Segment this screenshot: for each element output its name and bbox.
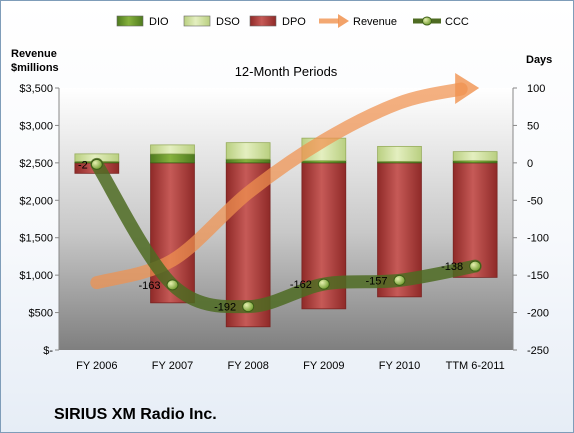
- left-axis-tick-label: $1,500: [19, 233, 53, 245]
- ccc-marker: [393, 274, 406, 286]
- ccc-marker: [242, 301, 255, 313]
- ccc-data-label: -138: [441, 261, 463, 273]
- x-tick-label: FY 2010: [379, 360, 420, 372]
- right-axis-tick-label: 50: [527, 120, 539, 132]
- legend-label: CCC: [445, 16, 469, 28]
- x-tick-label: FY 2008: [227, 360, 268, 372]
- legend-label: DPO: [282, 16, 306, 28]
- revenue-series: [90, 73, 480, 290]
- x-tick-label: FY 2009: [303, 360, 344, 372]
- right-axis-tick-label: -50: [527, 195, 543, 207]
- x-axis: FY 2006 FY 2007 FY 2008 FY 2009 FY 2010 TTM 6…: [76, 360, 505, 372]
- ccc-marker: [166, 279, 179, 291]
- ccc-marker: [469, 260, 482, 272]
- left-axis-tick-label: $1,000: [19, 270, 53, 282]
- right-axis: -250 -200 -150 -100 -50 0 50 100: [512, 83, 549, 357]
- left-axis-tick-label: $3,000: [19, 120, 53, 132]
- bar-dso: [377, 145, 422, 162]
- left-axis: $- $500 $1,000 $1,500 $2,000 $2,500 $3,000 $3,5…: [19, 83, 60, 357]
- right-axis-tick-label: 100: [527, 83, 545, 95]
- left-axis-tick-label: $-: [43, 345, 53, 357]
- right-axis-tick-label: -100: [527, 233, 549, 245]
- ccc-data-label: -2: [78, 159, 88, 171]
- x-tick-label: TTM 6-2011: [446, 360, 505, 372]
- right-axis-tick-label: -200: [527, 308, 549, 320]
- legend-label: DIO: [149, 16, 169, 28]
- bar-dso: [225, 142, 271, 160]
- left-axis-title-line2: $millions: [11, 62, 59, 74]
- legend-swatch-dso: [183, 15, 211, 27]
- legend-marker-ccc: [422, 16, 432, 26]
- x-tick-label: FY 2007: [152, 360, 193, 372]
- bar-dio: [150, 153, 195, 164]
- left-axis-tick-label: $2,500: [19, 158, 53, 170]
- chart-title: 12-Month Periods: [235, 64, 338, 79]
- bar-dpo: [452, 162, 498, 278]
- legend: DIO DSO DPO Revenue CCC: [116, 14, 469, 28]
- ccc-data-label: -162: [290, 279, 312, 291]
- legend-label: Revenue: [353, 16, 397, 28]
- right-axis-title: Days: [526, 54, 552, 66]
- legend-swatch-dio: [116, 15, 144, 27]
- ccc-marker: [317, 278, 330, 290]
- left-axis-tick-label: $2,000: [19, 195, 53, 207]
- right-axis-tick-label: -150: [527, 270, 549, 282]
- x-tick-label: FY 2006: [76, 360, 117, 372]
- right-axis-tick-label: -250: [527, 345, 549, 357]
- ccc-marker: [90, 158, 103, 170]
- bar-dso: [452, 151, 498, 162]
- ccc-data-label: -163: [138, 280, 160, 292]
- legend-arrowhead-revenue: [338, 14, 349, 28]
- bar-series: [74, 137, 498, 328]
- ccc-data-label: -192: [214, 302, 236, 314]
- company-name: SIRIUS XM Radio Inc.: [54, 406, 217, 423]
- left-axis-tick-label: $500: [29, 308, 53, 320]
- revenue-arrowhead: [455, 73, 480, 104]
- revenue-line: [90, 82, 468, 290]
- left-axis-tick-label: $3,500: [19, 83, 53, 95]
- bar-dso: [150, 144, 195, 155]
- right-axis-tick-label: 0: [527, 158, 533, 170]
- left-axis-title-line1: Revenue: [11, 48, 57, 60]
- bar-dio: [225, 158, 271, 164]
- ccc-series: -2 -163 -192 -162 -157 -138: [78, 157, 482, 314]
- legend-swatch-dpo: [249, 15, 277, 27]
- legend-label: DSO: [216, 16, 240, 28]
- ccc-data-label: -157: [365, 275, 387, 287]
